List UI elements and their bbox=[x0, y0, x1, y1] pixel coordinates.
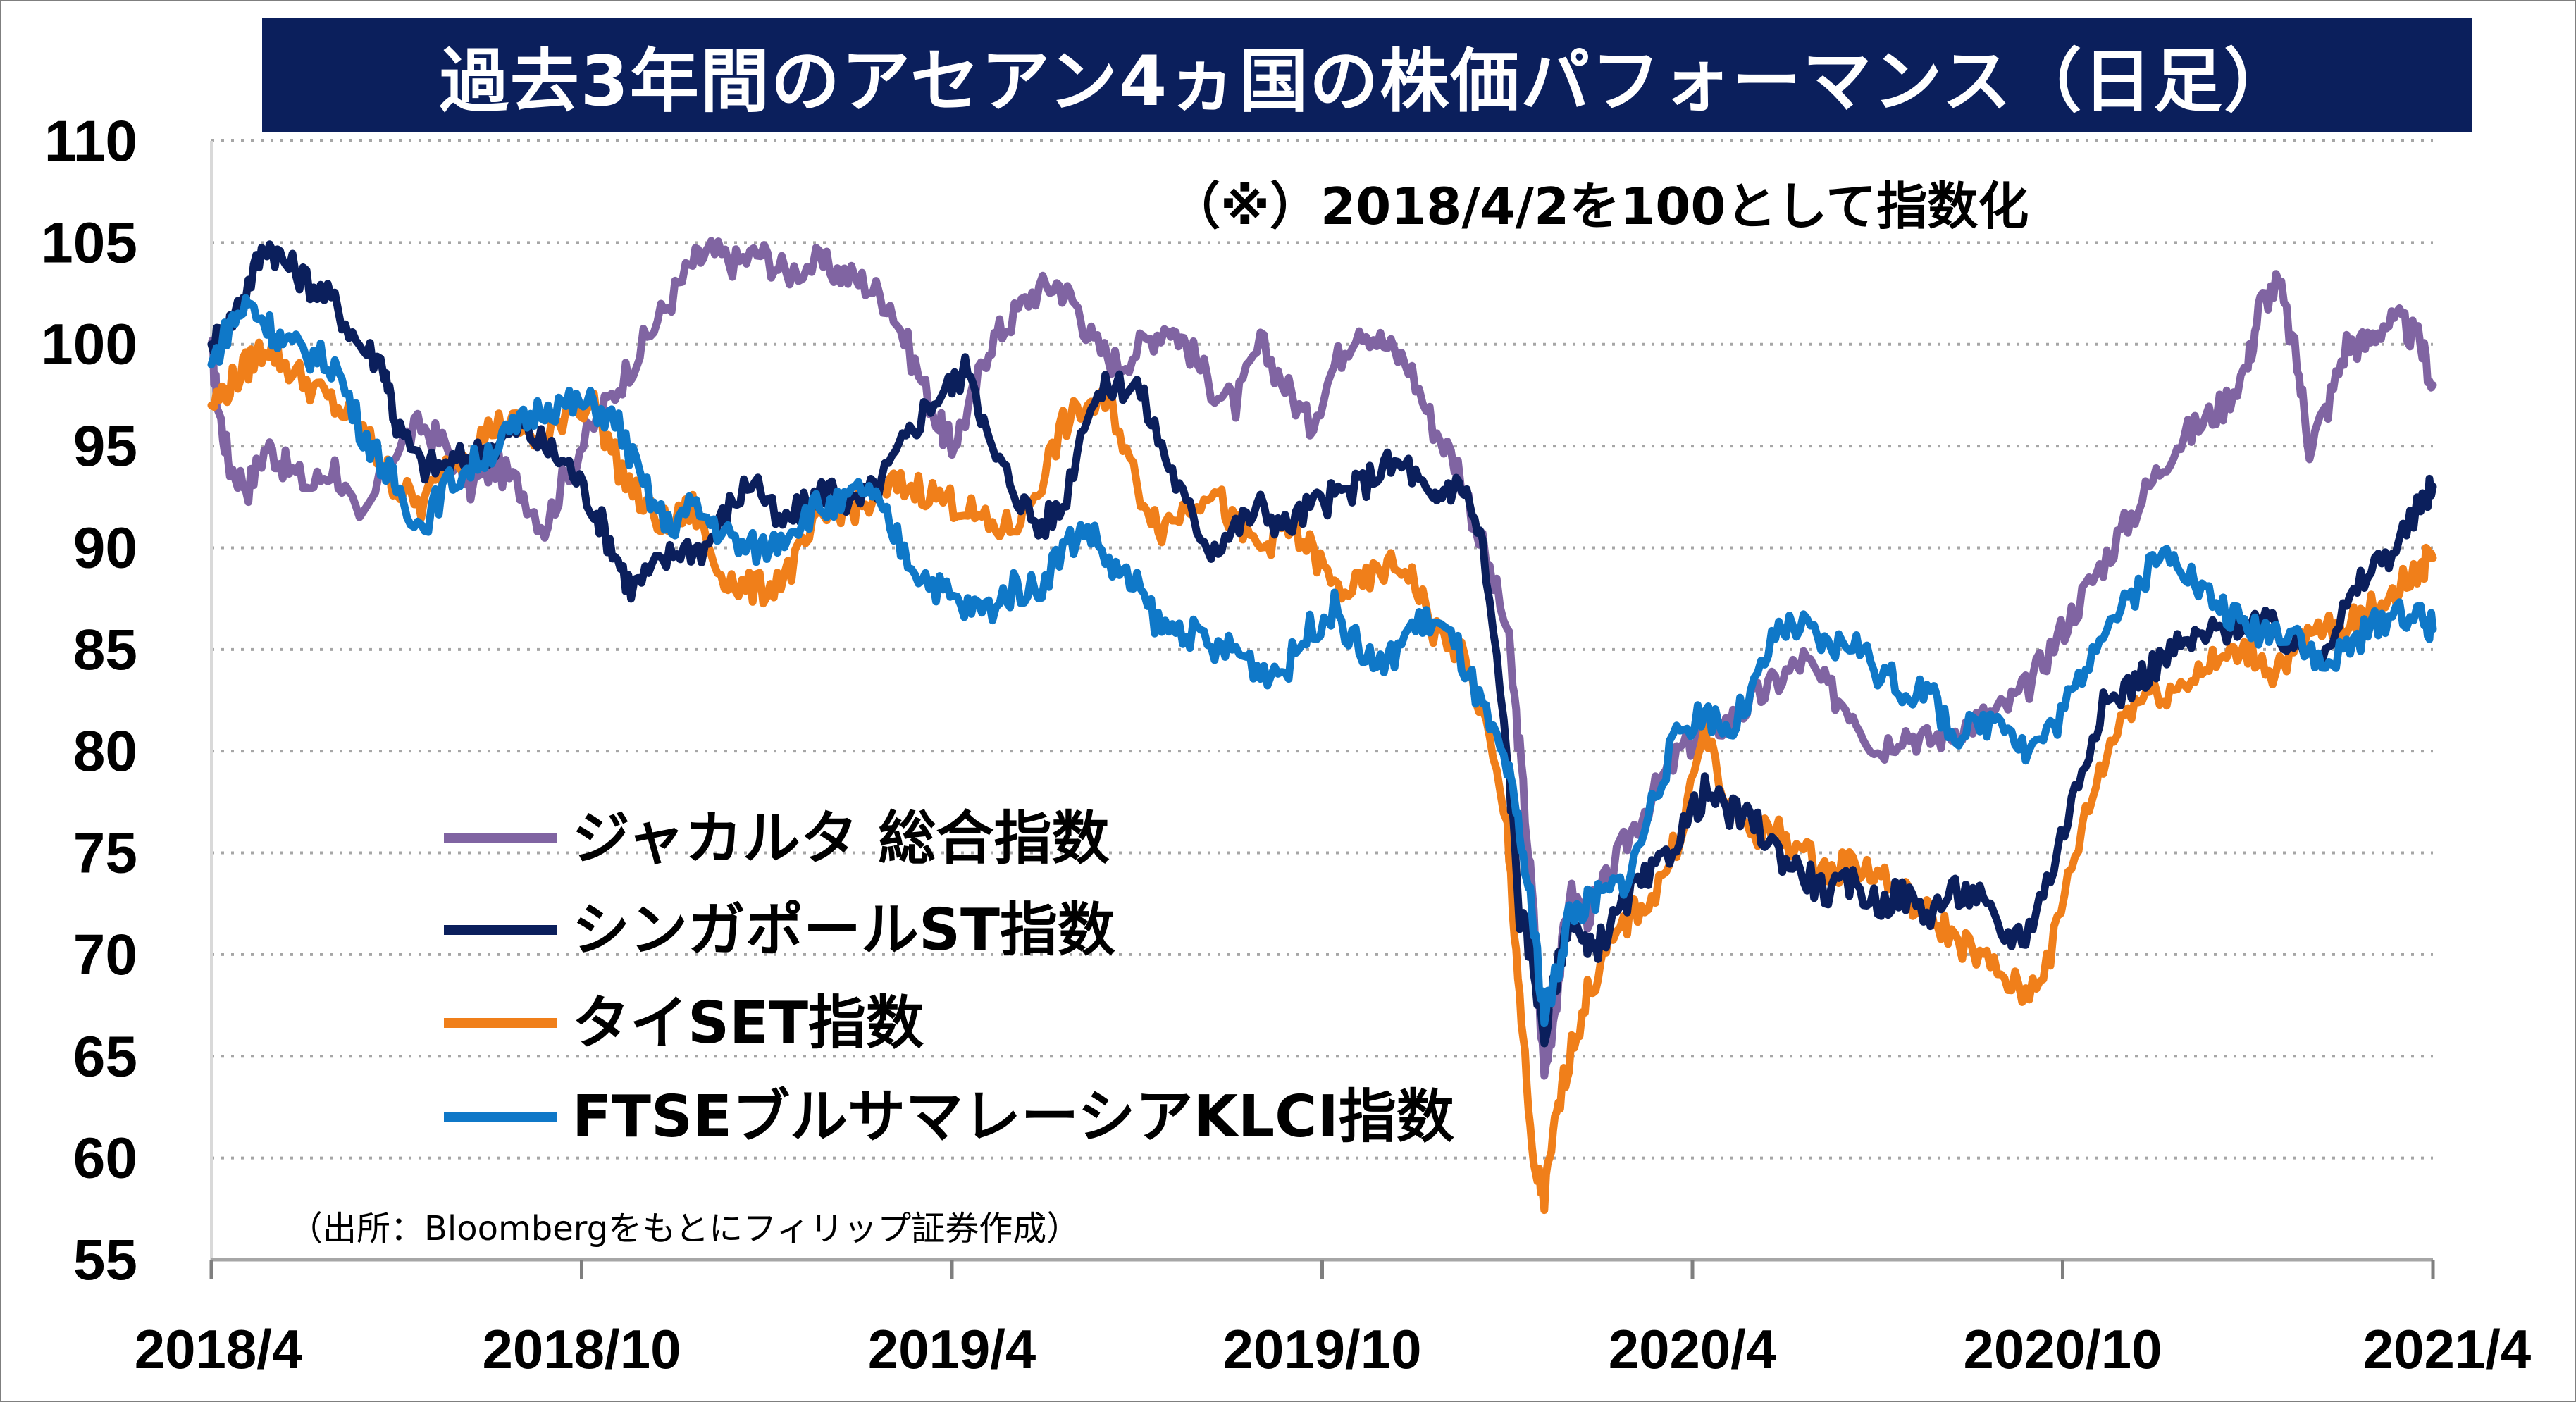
legend-label-3: タイSET指数 bbox=[572, 990, 924, 1057]
index-note: （※）2018/4/2を100として指数化 bbox=[1170, 177, 2029, 236]
y-tick-label: 55 bbox=[73, 1228, 137, 1292]
source-note: （出所：Bloombergをもとにフィリップ証券作成） bbox=[289, 1209, 1080, 1248]
chart-title: 過去3年間のアセアン4ヵ国の株価パフォーマンス（日足） bbox=[439, 42, 2295, 122]
legend-label-2: シンガポールST指数 bbox=[572, 897, 1115, 964]
axes bbox=[209, 141, 2435, 1279]
y-tick-label: 75 bbox=[73, 821, 137, 886]
x-tick-label: 2020/10 bbox=[1964, 1318, 2162, 1380]
x-tick-label: 2021/4 bbox=[2363, 1318, 2532, 1380]
y-tick-label: 85 bbox=[73, 618, 137, 682]
y-tick-label: 95 bbox=[73, 414, 137, 478]
x-tick-label: 2018/10 bbox=[483, 1318, 681, 1380]
y-tick-label: 65 bbox=[73, 1024, 137, 1088]
y-tick-label: 100 bbox=[41, 313, 137, 377]
series-line-3 bbox=[207, 338, 2437, 1215]
legend-label-1: ジャカルタ 総合指数 bbox=[572, 805, 1109, 872]
series-line-4 bbox=[207, 294, 2437, 1028]
series-line-2 bbox=[207, 240, 2437, 1048]
y-tick-label: 70 bbox=[73, 923, 137, 987]
title-bar: 過去3年間のアセアン4ヵ国の株価パフォーマンス（日足） bbox=[262, 18, 2472, 132]
y-tick-label: 80 bbox=[73, 719, 137, 783]
legend-label-4: FTSEブルサマレーシアKLCI指数 bbox=[572, 1084, 1454, 1150]
y-tick-label: 105 bbox=[41, 211, 137, 275]
x-tick-label: 2018/4 bbox=[135, 1318, 303, 1380]
x-tick-label: 2019/10 bbox=[1223, 1318, 1422, 1380]
x-tick-label: 2020/4 bbox=[1609, 1318, 1777, 1380]
y-tick-label: 60 bbox=[73, 1127, 137, 1191]
x-tick-labels: 2018/4 2018/10 2019/4 2019/10 2020/4 2020/10 2… bbox=[135, 1318, 2532, 1380]
series-lines bbox=[207, 237, 2437, 1215]
series-line-1 bbox=[207, 237, 2437, 1080]
y-tick-label: 110 bbox=[44, 109, 137, 173]
y-tick-labels: 55 60 65 70 75 80 85 90 95 100 105 110 bbox=[41, 109, 137, 1292]
x-tick-label: 2019/4 bbox=[868, 1318, 1036, 1380]
y-tick-label: 90 bbox=[73, 516, 137, 580]
